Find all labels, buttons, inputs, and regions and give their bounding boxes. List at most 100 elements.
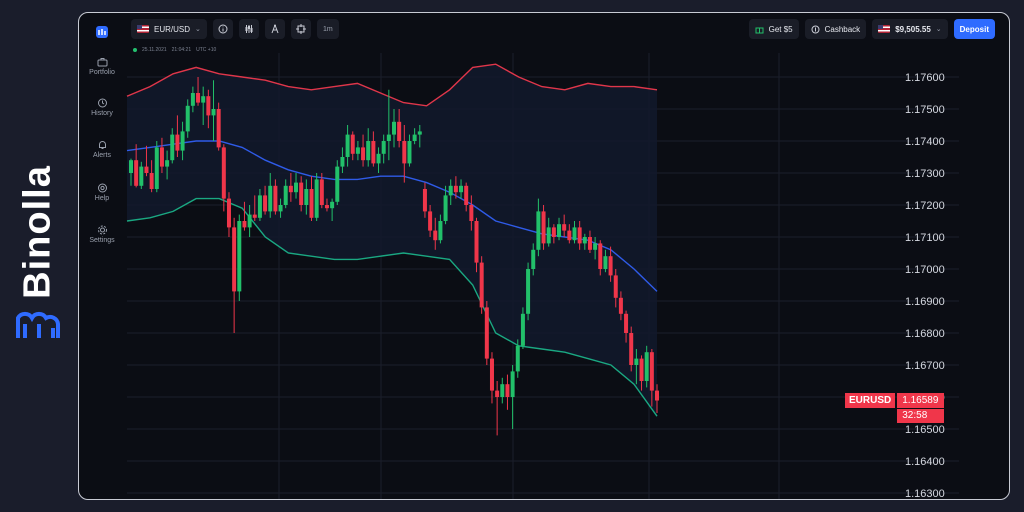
candle-body bbox=[572, 227, 577, 241]
candle-body bbox=[546, 227, 551, 244]
candle-body bbox=[263, 195, 268, 212]
chevron-down-icon: ⌄ bbox=[935, 26, 942, 33]
live-indicator-icon bbox=[133, 48, 137, 52]
candle-body bbox=[649, 352, 654, 391]
sidebar-item-history[interactable]: History bbox=[79, 98, 125, 117]
drawing-tools-button[interactable] bbox=[290, 19, 311, 39]
candle-body bbox=[129, 160, 133, 173]
y-tick-label: 1.16400 bbox=[905, 456, 945, 468]
y-tick-label: 1.16500 bbox=[905, 424, 945, 436]
candle-body bbox=[304, 189, 309, 205]
balance-selector[interactable]: $9,505.55 ⌄ bbox=[872, 19, 948, 39]
timeframe-selector[interactable]: 1m bbox=[316, 19, 339, 39]
candle-body bbox=[582, 237, 587, 244]
asset-selector[interactable]: EUR/USD ⌄ bbox=[131, 19, 207, 39]
sidebar-item-label: Settings bbox=[89, 237, 115, 244]
candle-body bbox=[340, 157, 345, 167]
candle-body bbox=[598, 243, 603, 269]
candle-body bbox=[386, 134, 391, 141]
y-tick-label: 1.16300 bbox=[905, 488, 945, 500]
candle-body bbox=[587, 237, 592, 250]
candle-body bbox=[165, 160, 170, 167]
candle-body bbox=[149, 173, 154, 189]
bell-icon bbox=[98, 141, 106, 149]
sidebar-item-help[interactable]: Help bbox=[79, 183, 125, 202]
candle-body bbox=[417, 131, 422, 135]
candle-body bbox=[438, 221, 443, 241]
candle-body bbox=[618, 297, 623, 314]
candle-body bbox=[412, 134, 417, 141]
candle-body bbox=[422, 189, 427, 212]
candle-body bbox=[474, 221, 479, 263]
crosshair-icon bbox=[295, 24, 306, 34]
candle-body bbox=[397, 121, 402, 141]
y-tick-label: 1.17400 bbox=[905, 136, 945, 148]
info-button[interactable] bbox=[212, 19, 233, 39]
timeframe-label: 1m bbox=[323, 25, 333, 33]
symbol-tag: EURUSD bbox=[845, 393, 896, 408]
candle-body bbox=[520, 313, 525, 346]
candle-body bbox=[247, 214, 252, 228]
candle-body bbox=[407, 141, 412, 164]
lower-band-line bbox=[126, 197, 658, 417]
cashback-button[interactable]: Cashback bbox=[804, 19, 867, 39]
candle-body bbox=[309, 189, 314, 218]
briefcase-icon bbox=[97, 58, 107, 67]
app-logo-icon[interactable] bbox=[95, 25, 109, 39]
candle-body bbox=[381, 141, 386, 154]
candle-body bbox=[428, 211, 433, 231]
candle-body bbox=[206, 96, 211, 116]
candle-body bbox=[252, 214, 257, 218]
candle-body bbox=[464, 185, 469, 205]
candles-icon bbox=[245, 25, 253, 33]
y-tick-label: 1.17500 bbox=[905, 104, 945, 116]
upper-band-line bbox=[126, 63, 658, 107]
current-price-marker: EURUSD 1.16589 32:58 bbox=[845, 393, 945, 423]
candle-body bbox=[216, 109, 221, 148]
trading-app: Portfolio History Alerts Help Settings E… bbox=[78, 12, 1010, 500]
candle-body bbox=[330, 201, 335, 209]
candle-body bbox=[314, 179, 319, 218]
candle-body bbox=[278, 205, 283, 212]
sidebar-item-settings[interactable]: Settings bbox=[79, 225, 125, 244]
cashback-label: Cashback bbox=[824, 24, 861, 34]
candle-body bbox=[505, 384, 510, 397]
candle-body bbox=[634, 358, 639, 365]
candle-body bbox=[288, 185, 293, 193]
candle-body bbox=[134, 160, 139, 186]
chart-timestamp: 25.11.2021 21:04:21 UTC +10 bbox=[133, 47, 216, 53]
candle-body bbox=[226, 198, 231, 228]
candle-body bbox=[448, 185, 453, 196]
deposit-label: Deposit bbox=[959, 24, 989, 34]
candle-body bbox=[268, 185, 273, 212]
deposit-button[interactable]: Deposit bbox=[953, 19, 995, 39]
binolla-logo-icon bbox=[16, 311, 60, 338]
candle-body bbox=[453, 185, 458, 193]
bonus-button[interactable]: Get $5 bbox=[748, 19, 799, 39]
y-tick-label: 1.16700 bbox=[905, 360, 945, 372]
chart-type-button[interactable] bbox=[238, 19, 259, 39]
indicators-button[interactable] bbox=[264, 19, 285, 39]
gear-icon bbox=[97, 225, 107, 235]
us-flag-icon bbox=[137, 25, 149, 33]
y-tick-label: 1.17100 bbox=[905, 232, 945, 244]
bonus-label: Get $5 bbox=[768, 24, 793, 34]
candle-body bbox=[593, 243, 598, 250]
candle-body bbox=[201, 96, 206, 103]
compass-icon bbox=[271, 24, 279, 34]
brand-strip: Binolla bbox=[0, 0, 78, 512]
candle-body bbox=[175, 134, 180, 151]
sidebar-item-portfolio[interactable]: Portfolio bbox=[79, 57, 125, 76]
candle-body bbox=[154, 147, 159, 189]
candle-body bbox=[319, 179, 324, 205]
y-tick-label: 1.17300 bbox=[905, 168, 945, 180]
gift-icon bbox=[755, 27, 764, 33]
candle-body bbox=[371, 141, 376, 164]
y-tick-label: 1.16800 bbox=[905, 328, 945, 340]
candle-body bbox=[613, 275, 618, 298]
candle-body bbox=[299, 182, 304, 205]
sidebar-item-alerts[interactable]: Alerts bbox=[79, 140, 125, 159]
candle-body bbox=[159, 147, 164, 167]
candle-body bbox=[185, 105, 190, 132]
price-chart[interactable]: 1.17600 1.17500 1.17400 1.17300 1.17200 1.171… bbox=[79, 13, 1010, 500]
